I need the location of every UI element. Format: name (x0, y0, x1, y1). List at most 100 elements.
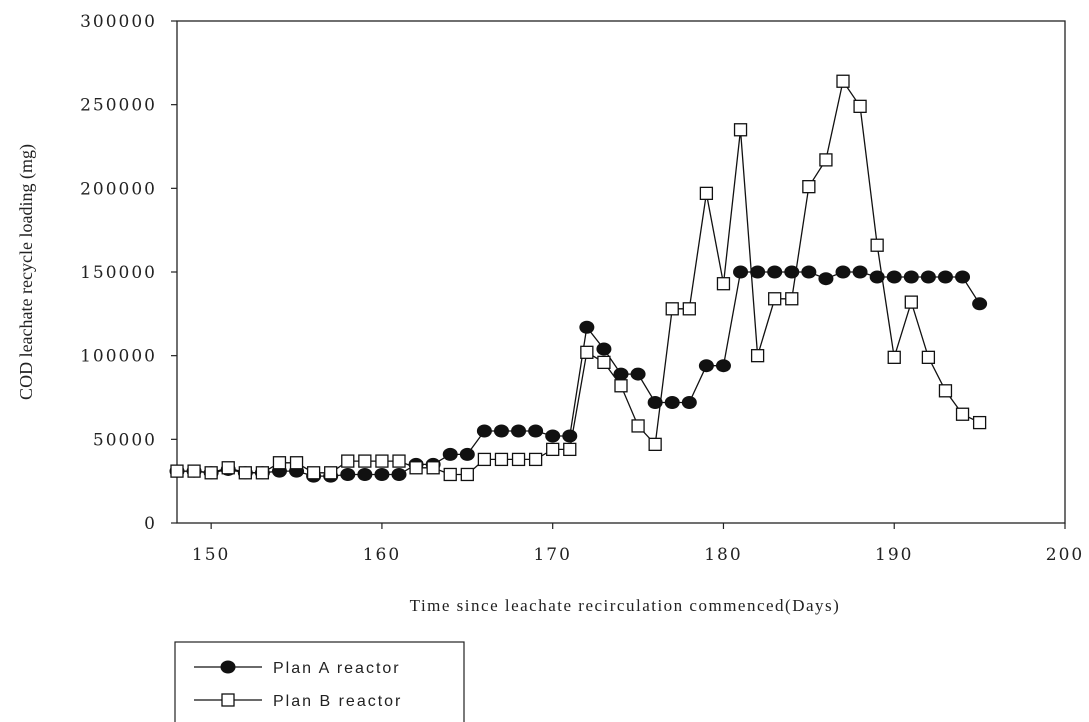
data-point (750, 349, 765, 363)
data-point (938, 384, 953, 398)
y-tick-label: 250000 (80, 96, 157, 116)
data-point (920, 270, 936, 284)
axis-ticks (171, 20, 1066, 529)
y-tick-label: 200000 (80, 179, 157, 199)
series-plan-a-reactor (169, 265, 988, 483)
data-point (341, 454, 355, 468)
data-point (511, 452, 526, 467)
x-tick-label: 150 (192, 545, 230, 565)
data-point (699, 186, 714, 201)
x-tick-label: 190 (875, 545, 913, 565)
data-point (750, 265, 766, 279)
data-point (665, 302, 679, 316)
data-point (306, 466, 321, 480)
data-point (955, 270, 971, 284)
data-point (511, 424, 527, 438)
data-point (853, 99, 867, 113)
data-point (476, 424, 492, 438)
data-point (374, 467, 390, 481)
legend: Plan A reactor Plan B reactor (174, 641, 465, 722)
data-point (391, 467, 407, 481)
x-tick-label: 200 (1046, 545, 1084, 565)
data-point (715, 359, 731, 373)
data-point (493, 424, 509, 438)
y-tick-label: 50000 (93, 430, 157, 450)
data-point (579, 320, 595, 334)
data-point (375, 454, 389, 468)
data-point (562, 429, 578, 443)
data-point (835, 265, 851, 279)
data-point (255, 466, 270, 480)
data-point (409, 461, 423, 475)
data-point (426, 461, 440, 475)
series-plan-b-reactor (170, 74, 987, 482)
data-point (614, 379, 628, 393)
data-point (733, 265, 749, 279)
data-point (836, 74, 850, 88)
data-point (340, 467, 356, 481)
data-point (528, 452, 543, 467)
data-point (596, 342, 612, 356)
data-point (443, 467, 457, 482)
data-point (580, 345, 594, 359)
data-point (630, 367, 646, 381)
legend-label-plan-b: Plan B reactor (273, 693, 402, 710)
data-point (563, 442, 577, 457)
data-point (681, 396, 697, 410)
y-tick-label: 100000 (80, 347, 157, 367)
data-point (937, 270, 953, 284)
data-point (477, 452, 492, 467)
data-point (733, 123, 748, 137)
data-point (528, 424, 544, 438)
data-point (631, 419, 645, 433)
data-point (238, 466, 252, 480)
data-point (289, 456, 304, 470)
data-point (545, 429, 561, 443)
data-point (664, 396, 680, 410)
data-point (698, 359, 714, 373)
data-point (597, 355, 611, 370)
data-point (802, 180, 816, 194)
data-point (546, 442, 560, 457)
data-point (716, 277, 731, 291)
data-point (357, 467, 373, 481)
data-point (392, 454, 406, 468)
data-point (648, 437, 662, 452)
data-point (460, 467, 474, 482)
data-point (785, 292, 799, 306)
data-point (870, 238, 884, 252)
data-point (204, 466, 218, 480)
data-point (442, 447, 458, 461)
x-tick-label: 180 (704, 545, 742, 565)
data-point (819, 153, 833, 167)
data-point (903, 270, 919, 284)
y-axis-title: COD leachate recycle loading (mg) (16, 144, 37, 400)
data-point (272, 456, 287, 470)
data-point (904, 295, 918, 309)
data-point (972, 297, 988, 311)
x-axis-title: Time since leachate recirculation commen… (410, 596, 841, 615)
legend-marker-plan-b (221, 693, 235, 707)
x-tick-labels: 150 160 170 180 190 200 (192, 545, 1084, 565)
series-layer (169, 74, 988, 483)
y-tick-labels: 0 50000 100000 150000 200000 250000 300000 (80, 12, 157, 534)
data-point (221, 461, 235, 475)
y-tick-label: 0 (144, 514, 157, 534)
data-point (613, 367, 629, 381)
x-tick-label: 170 (533, 545, 571, 565)
data-point (852, 265, 868, 279)
data-point (887, 350, 901, 364)
data-point (187, 464, 201, 478)
y-tick-label: 300000 (80, 12, 157, 32)
data-point (459, 447, 475, 461)
y-tick-label: 150000 (80, 263, 157, 283)
data-point (972, 415, 987, 430)
legend-box (174, 641, 465, 722)
series-line-plan-a-reactor (177, 271, 981, 477)
data-point (921, 350, 936, 364)
legend-label-plan-a: Plan A reactor (273, 660, 401, 677)
data-point (768, 292, 782, 306)
data-point (801, 265, 817, 279)
data-point (494, 452, 509, 467)
